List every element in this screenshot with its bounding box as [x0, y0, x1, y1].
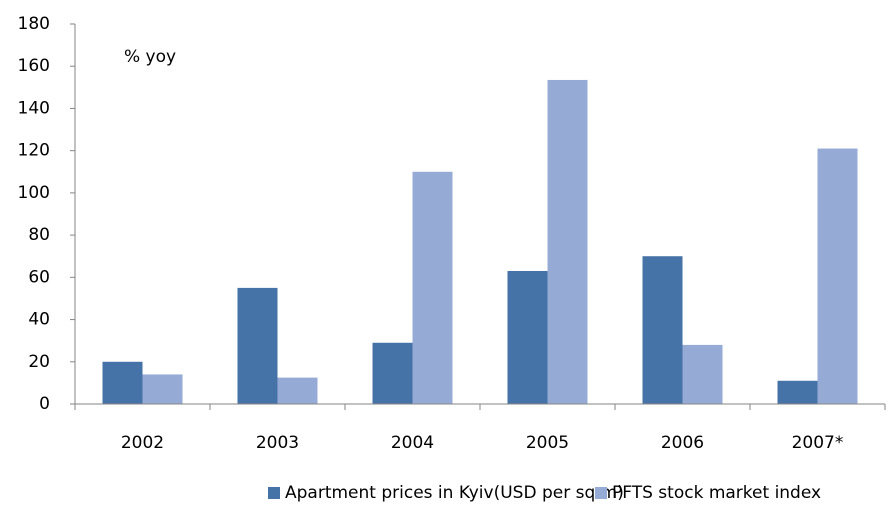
- x-tick-label: 2005: [526, 433, 569, 453]
- bar: [277, 377, 318, 404]
- bar: [142, 374, 183, 404]
- bar: [777, 380, 818, 404]
- bar: [817, 148, 858, 404]
- x-tick-label: 2006: [661, 433, 704, 453]
- bar: [682, 344, 723, 404]
- bar: [507, 271, 548, 404]
- bar: [642, 256, 683, 404]
- x-tick-label: 2004: [391, 433, 434, 453]
- legend-swatch: [268, 487, 280, 499]
- y-tick-label: 60: [28, 267, 50, 287]
- annotation: % yoy: [124, 47, 176, 67]
- y-tick-label: 180: [18, 14, 50, 34]
- y-tick-label: 0: [39, 394, 50, 414]
- legend-swatch: [595, 487, 607, 499]
- bar: [412, 171, 453, 404]
- bar: [237, 287, 278, 404]
- bar: [102, 361, 143, 404]
- y-tick-label: 160: [18, 56, 50, 76]
- legend-label: PFTS stock market index: [612, 483, 821, 503]
- y-tick-label: 120: [18, 141, 50, 161]
- x-tick-label: 2003: [256, 433, 299, 453]
- bar: [372, 342, 413, 404]
- x-tick-label: 2007*: [792, 433, 844, 453]
- x-tick-label: 2002: [121, 433, 164, 453]
- y-tick-label: 20: [28, 352, 50, 372]
- legend-label: Apartment prices in Kyiv(USD per sq m): [285, 483, 624, 503]
- y-tick-label: 40: [28, 310, 50, 330]
- y-tick-label: 140: [18, 98, 50, 118]
- y-tick-label: 80: [28, 225, 50, 245]
- bar: [547, 79, 588, 404]
- y-tick-label: 100: [18, 183, 50, 203]
